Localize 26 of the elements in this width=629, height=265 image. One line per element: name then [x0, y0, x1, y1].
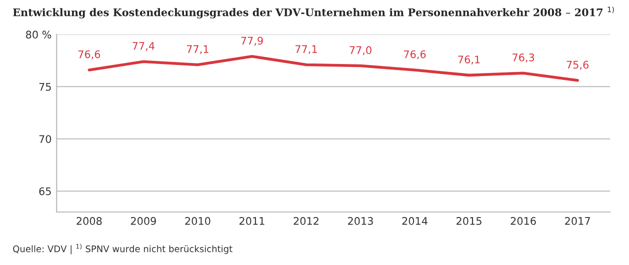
data-label: 77,1	[295, 45, 317, 54]
x-tick-label: 2016	[510, 217, 536, 225]
chart-title: Entwicklung des Kostendeckungsgrades der VDV-Unternehmen im Personennahverkehr 2008 – 2017 $^{1)}$	[13, 6, 614, 18]
y-tick-label: 80 %	[26, 30, 52, 39]
data-label: 77,1	[186, 45, 208, 54]
data-label: 75,6	[566, 60, 589, 70]
data-label: 76,6	[404, 50, 426, 60]
source-note: Quelle: VDV | $^{1)}$ SPNV wurde nicht berücksichtigt	[13, 244, 232, 254]
y-tick-label: 70	[39, 135, 52, 143]
x-tick-label: 2010	[185, 217, 210, 225]
data-label: 77,0	[350, 46, 372, 56]
data-label: 76,3	[512, 53, 534, 62]
x-tick-label: 2014	[402, 217, 428, 225]
data-label: 76,1	[458, 56, 480, 65]
x-tick-label: 2017	[565, 217, 590, 225]
x-tick-label: 2013	[348, 217, 373, 225]
y-tick-label: 75	[39, 83, 51, 91]
x-tick-label: 2009	[130, 217, 156, 225]
x-tick-label: 2011	[239, 217, 264, 225]
data-label: 77,4	[132, 42, 154, 51]
data-label: 77,9	[241, 36, 263, 46]
x-tick-label: 2008	[76, 217, 102, 225]
y-tick-label: 65	[39, 187, 51, 196]
x-tick-label: 2015	[456, 217, 482, 225]
x-tick-label: 2012	[294, 217, 318, 225]
data-label: 76,6	[78, 50, 100, 60]
